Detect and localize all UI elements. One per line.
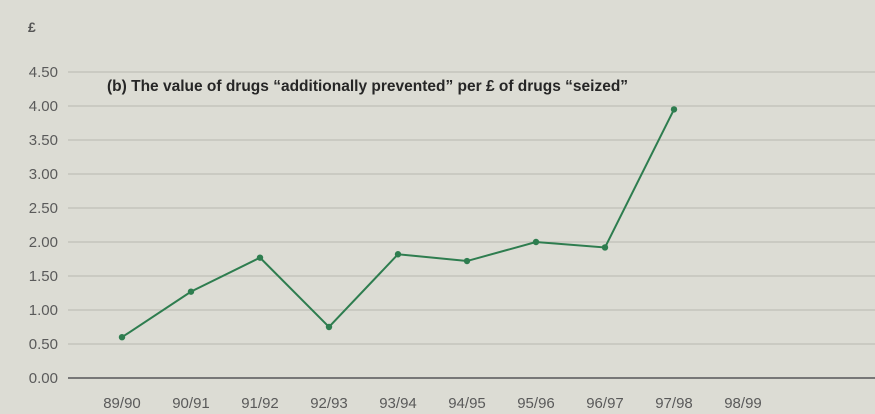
x-tick-label: 97/98 bbox=[655, 395, 693, 412]
gridlines bbox=[68, 71, 875, 345]
y-tick-label: 0.50 bbox=[29, 336, 58, 353]
x-tick-label: 92/93 bbox=[310, 395, 348, 412]
y-axis-unit-label: £ bbox=[28, 19, 36, 35]
y-tick-label: 0.00 bbox=[29, 370, 58, 387]
x-tick-label: 95/96 bbox=[517, 395, 555, 412]
chart-title: (b) The value of drugs “additionally pre… bbox=[107, 78, 628, 95]
data-point bbox=[394, 251, 402, 258]
y-tick-label: 4.00 bbox=[29, 98, 58, 115]
y-tick-label: 1.00 bbox=[29, 302, 58, 319]
x-tick-label: 93/94 bbox=[379, 395, 417, 412]
x-tick-labels: 89/90 90/91 91/92 92/93 93/94 94/95 95/96 96/97… bbox=[103, 395, 762, 412]
y-tick-label: 3.00 bbox=[29, 166, 58, 183]
x-tick-label: 98/99 bbox=[724, 395, 762, 412]
y-tick-label: 2.00 bbox=[29, 234, 58, 251]
x-tick-label: 90/91 bbox=[172, 395, 210, 412]
series-line bbox=[121, 108, 675, 339]
data-point bbox=[118, 334, 126, 341]
x-tick-label: 94/95 bbox=[448, 395, 486, 412]
data-point bbox=[601, 244, 609, 251]
y-tick-label: 1.50 bbox=[29, 268, 58, 285]
y-tick-label: 3.50 bbox=[29, 132, 58, 149]
y-tick-label: 4.50 bbox=[29, 64, 58, 81]
y-tick-labels: 0.00 0.50 1.00 1.50 2.00 2.50 3.00 3.50 4.00 4.50 bbox=[29, 64, 58, 387]
y-tick-label: 2.50 bbox=[29, 200, 58, 217]
data-point bbox=[463, 257, 471, 265]
data-point bbox=[256, 254, 264, 261]
series bbox=[118, 106, 678, 341]
data-point bbox=[532, 238, 540, 246]
data-point bbox=[187, 288, 195, 295]
x-tick-label: 91/92 bbox=[241, 395, 279, 412]
x-tick-label: 96/97 bbox=[586, 395, 624, 412]
x-tick-label: 89/90 bbox=[103, 395, 141, 412]
data-point bbox=[670, 106, 678, 113]
data-point bbox=[325, 323, 333, 331]
